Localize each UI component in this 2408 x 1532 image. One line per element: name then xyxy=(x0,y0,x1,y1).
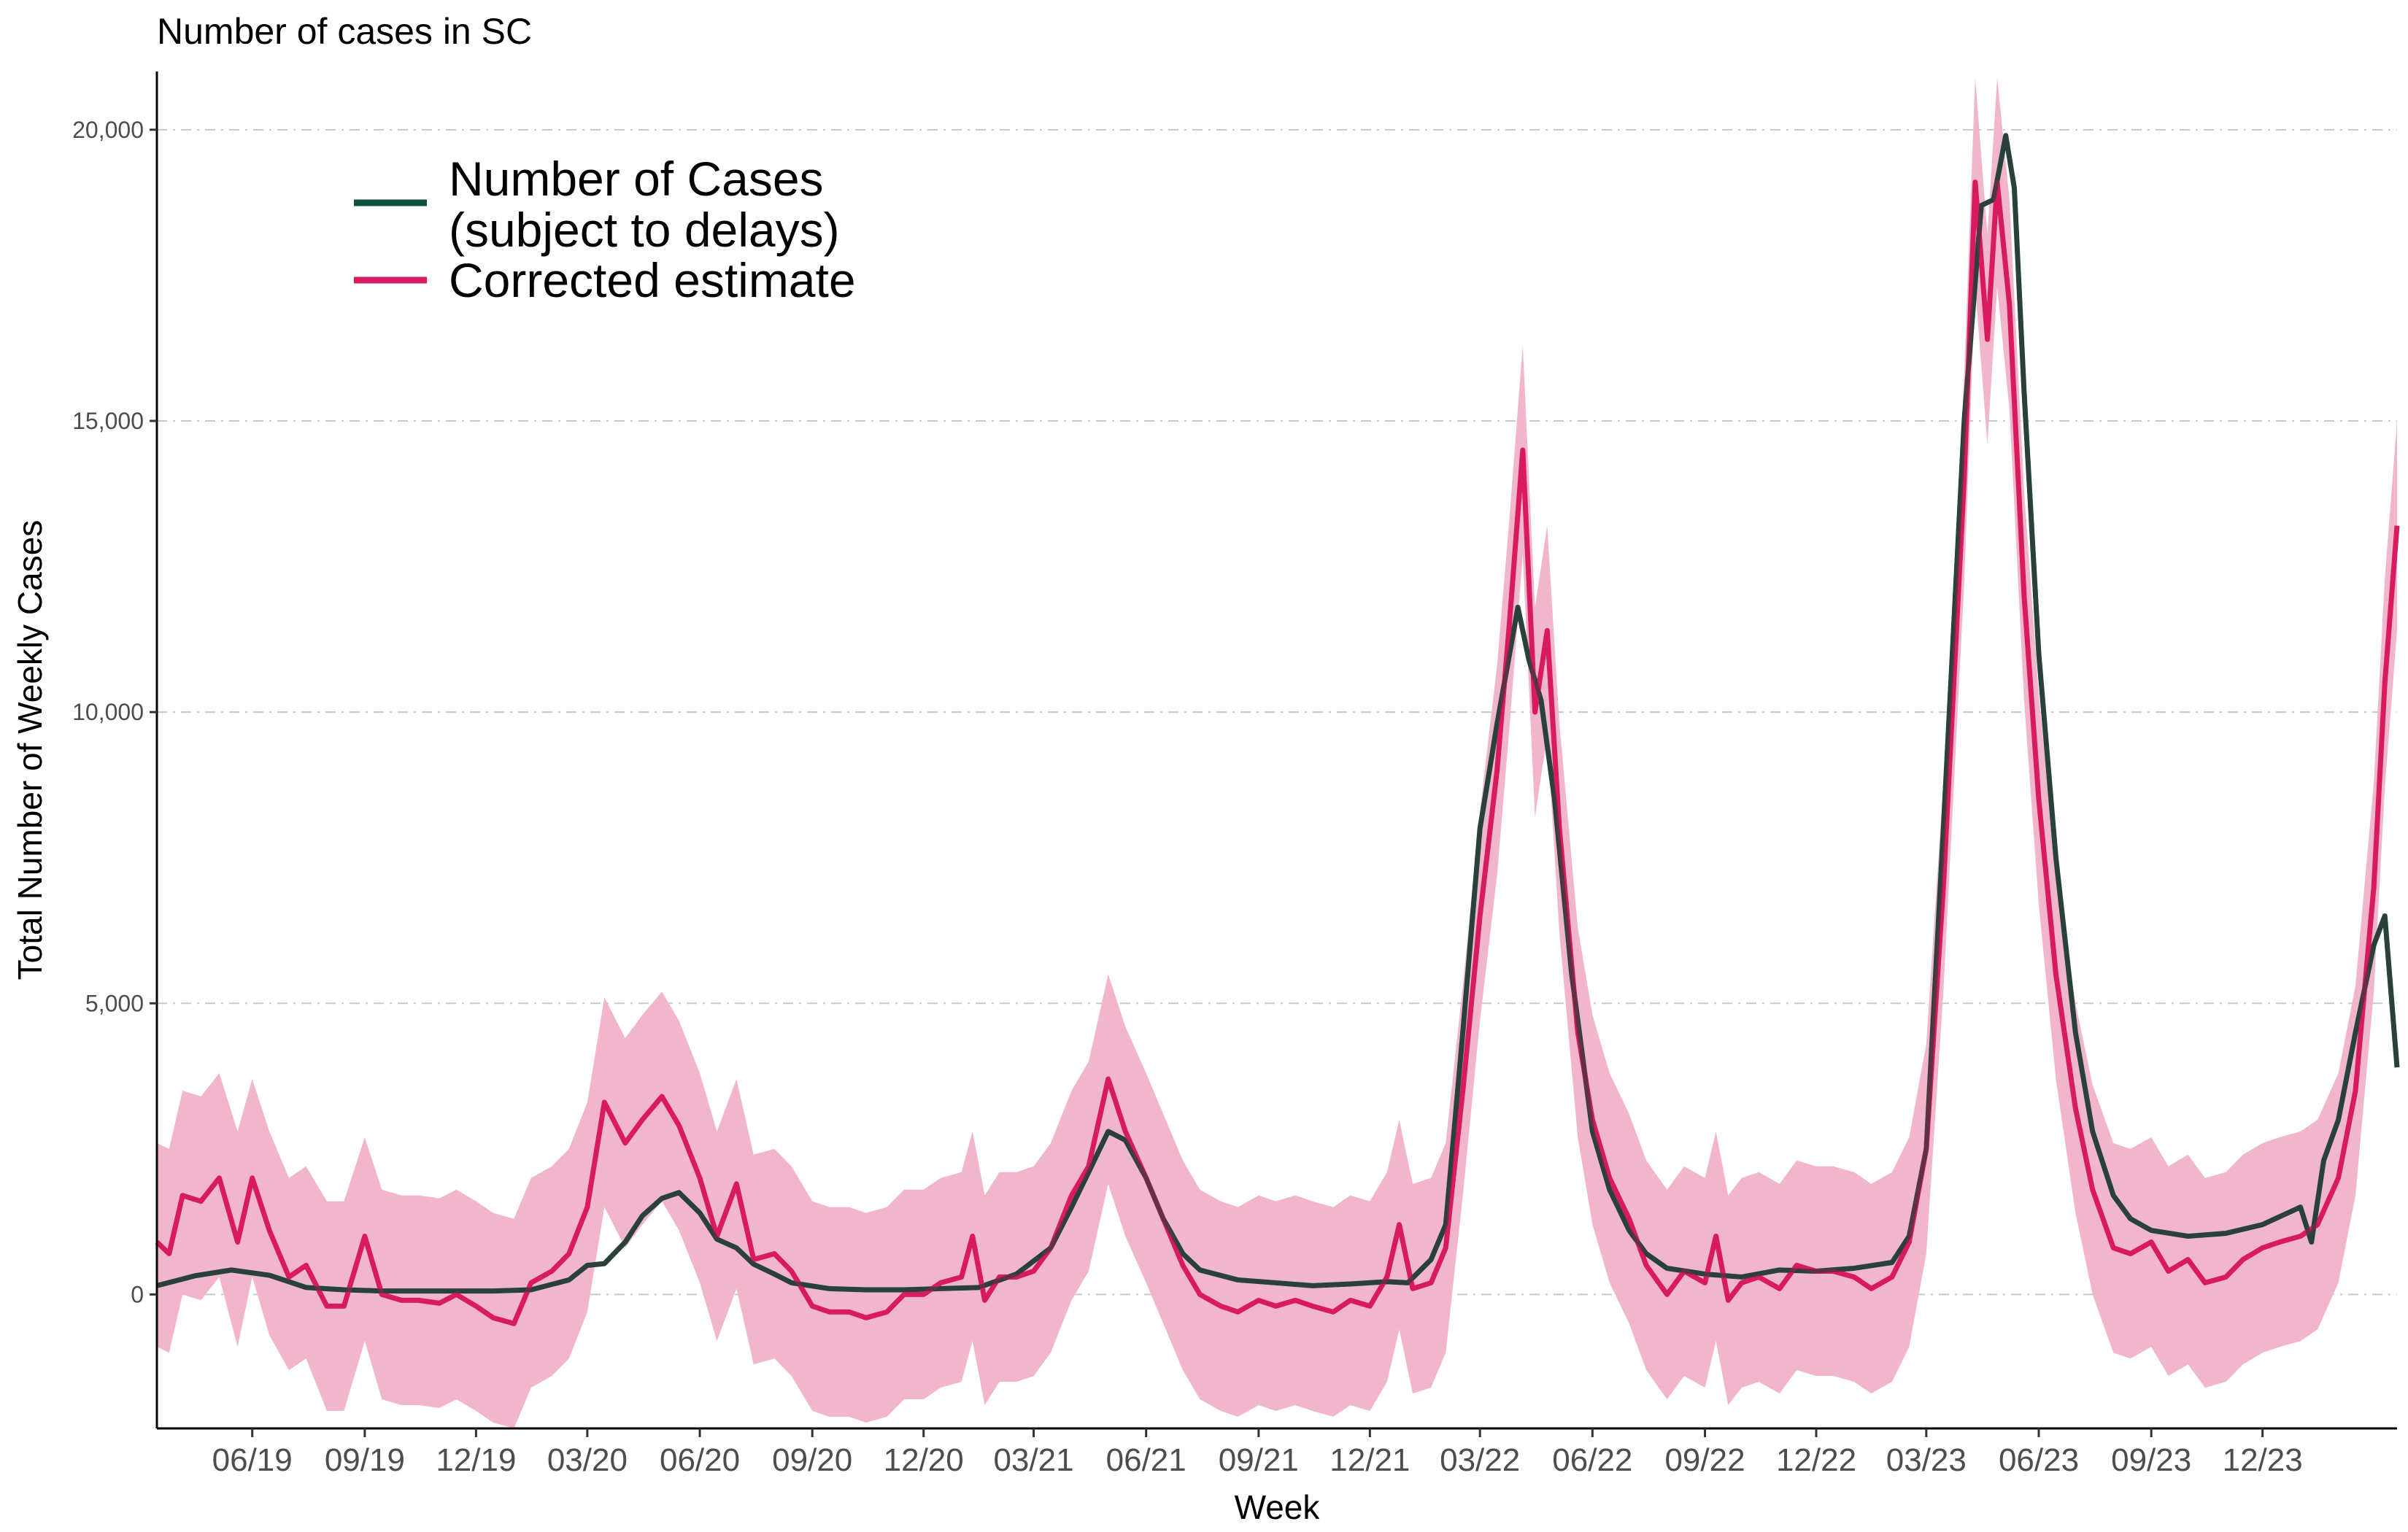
x-tick-label-7: 03/21 xyxy=(993,1442,1073,1478)
legend-label-cases-line2: (subject to delays) xyxy=(449,203,840,257)
series-line-cases-overlay xyxy=(156,133,2399,1293)
series-lines xyxy=(155,133,2400,1326)
x-tick-label-11: 03/22 xyxy=(1440,1442,1520,1478)
chart-title: Number of cases in SC xyxy=(157,11,532,52)
y-tick-label-2: 10,000 xyxy=(72,699,144,725)
x-tick-label-17: 09/23 xyxy=(2111,1442,2191,1478)
y-axis-title: Total Number of Weekly Cases xyxy=(11,520,49,980)
y-tick-label-4: 20,000 xyxy=(72,117,144,143)
x-tick-label-15: 03/23 xyxy=(1886,1442,1967,1478)
x-tick-label-14: 12/22 xyxy=(1776,1442,1856,1478)
x-tick-label-2: 12/19 xyxy=(436,1442,516,1478)
x-tick-label-0: 06/19 xyxy=(212,1442,293,1478)
legend-label-corrected: Corrected estimate xyxy=(449,253,856,307)
x-tick-label-1: 09/19 xyxy=(325,1442,405,1478)
x-tick-label-13: 09/22 xyxy=(1664,1442,1745,1478)
x-tick-label-6: 12/20 xyxy=(884,1442,964,1478)
y-tick-label-3: 15,000 xyxy=(72,408,144,434)
y-axis-ticks: 0 5,000 10,000 15,000 20,000 xyxy=(72,117,157,1307)
x-axis-ticks: 06/19 09/19 12/19 03/20 06/20 09/20 12/20 03/21… xyxy=(212,1428,2303,1478)
y-tick-label-1: 5,000 xyxy=(85,990,144,1016)
y-tick-label-0: 0 xyxy=(131,1281,144,1307)
x-tick-label-16: 06/23 xyxy=(1999,1442,2079,1478)
x-tick-label-12: 06/22 xyxy=(1552,1442,1632,1478)
x-tick-label-5: 09/20 xyxy=(772,1442,852,1478)
series-line-corrected xyxy=(155,179,2400,1326)
x-tick-label-18: 12/23 xyxy=(2223,1442,2303,1478)
x-tick-label-10: 12/21 xyxy=(1330,1442,1410,1478)
x-tick-label-9: 09/21 xyxy=(1219,1442,1299,1478)
x-axis-title: Week xyxy=(1235,1488,1321,1526)
x-tick-label-3: 03/20 xyxy=(547,1442,628,1478)
legend-label-cases: Number of Cases (subject to delays) xyxy=(449,152,840,257)
legend: Number of Cases (subject to delays) Corr… xyxy=(354,152,856,307)
x-tick-label-8: 06/21 xyxy=(1106,1442,1186,1478)
x-tick-label-4: 06/20 xyxy=(660,1442,740,1478)
legend-label-cases-line1: Number of Cases xyxy=(449,152,824,206)
series-line-cases xyxy=(156,133,2400,1294)
